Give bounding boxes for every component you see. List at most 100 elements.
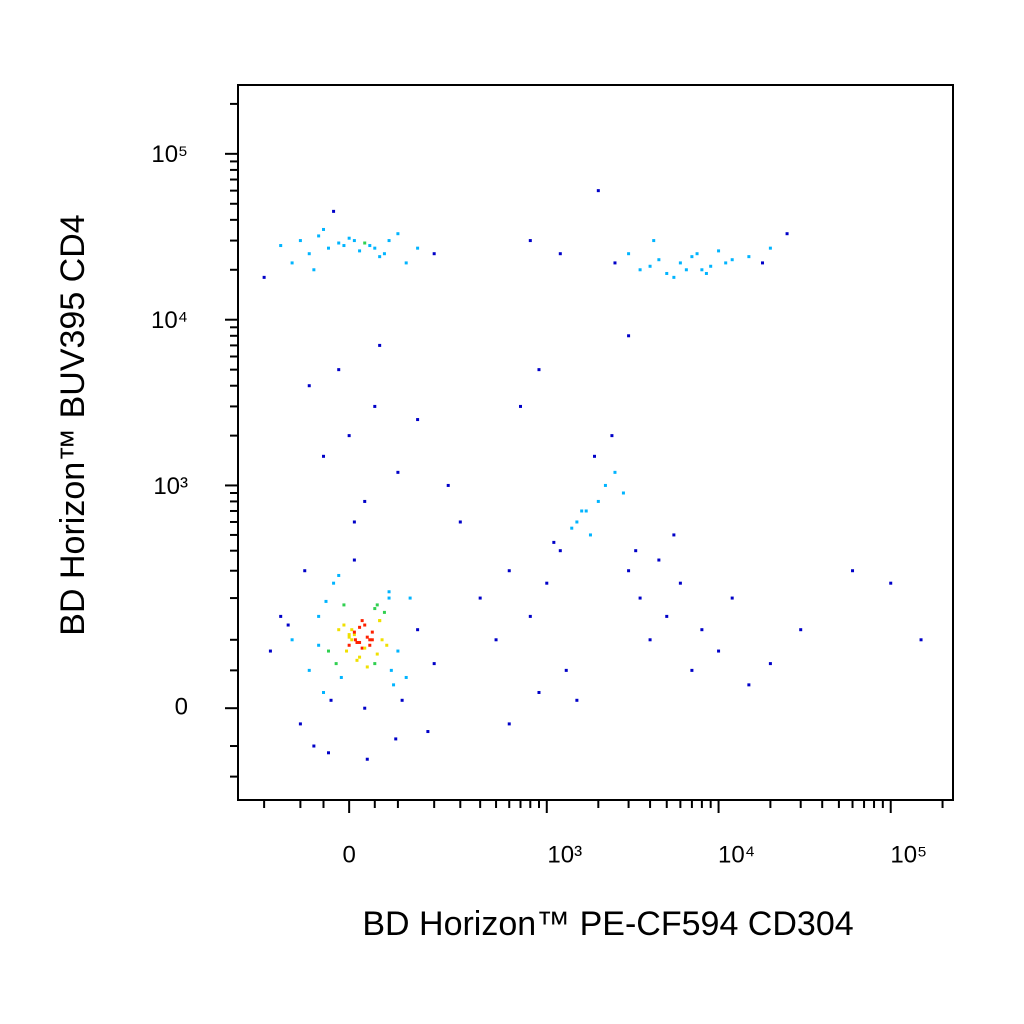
event-dot (717, 249, 721, 253)
event-dot (768, 662, 772, 666)
event-dot (580, 509, 584, 513)
event-dot (337, 241, 341, 245)
event-dot (382, 610, 386, 614)
event-dot (358, 655, 362, 659)
event-dot (342, 623, 346, 627)
event-dot (518, 404, 522, 408)
event-dot (345, 649, 349, 653)
event-dot (347, 635, 351, 639)
event-dot (404, 675, 408, 679)
event-dot (382, 252, 386, 256)
event-dot (416, 628, 420, 632)
event-dot (592, 454, 596, 458)
event-dot (347, 643, 351, 647)
event-dot (360, 619, 364, 623)
event-dot (494, 638, 498, 642)
event-dot (400, 698, 404, 702)
event-dot (389, 668, 393, 672)
event-dot (370, 630, 374, 634)
event-dot (416, 418, 420, 422)
event-dot (322, 690, 326, 694)
event-dot (570, 526, 574, 530)
event-dot (528, 614, 532, 618)
event-dot (317, 234, 321, 238)
event-dot (326, 751, 330, 755)
event-dot (317, 643, 321, 647)
event-dot (353, 638, 357, 642)
event-dot (575, 520, 579, 524)
event-dot (432, 662, 436, 666)
event-dot (889, 581, 893, 585)
y-tick-label: 10⁴ (151, 307, 188, 334)
event-dot (747, 255, 751, 259)
event-dot (537, 368, 541, 372)
event-dot (368, 244, 372, 248)
event-dot (363, 241, 367, 245)
event-dot (334, 662, 338, 666)
event-dot (396, 232, 400, 236)
y-tick-label: 10³ (153, 473, 188, 500)
event-dot (352, 239, 356, 243)
event-dot (552, 540, 556, 544)
event-dot (355, 640, 359, 644)
event-dot (337, 573, 341, 577)
event-dot (339, 675, 343, 679)
event-dot (337, 628, 341, 632)
event-dot (404, 261, 408, 265)
event-dot (588, 533, 592, 537)
event-dot (358, 640, 362, 644)
event-dot (613, 261, 617, 265)
event-dot (324, 599, 328, 603)
event-dot (558, 252, 562, 256)
event-dot (350, 638, 354, 642)
event-dot (638, 596, 642, 600)
event-dot (657, 558, 661, 562)
event-dot (678, 261, 682, 265)
event-dot (396, 470, 400, 474)
event-dot (785, 232, 789, 236)
event-dot (290, 261, 294, 265)
event-dot (360, 646, 364, 650)
event-dot (322, 227, 326, 231)
x-tick-label: 10⁴ (718, 841, 755, 868)
event-dot (373, 404, 377, 408)
y-tick-label: 0 (175, 694, 188, 721)
event-dot (317, 614, 321, 618)
event-dot (358, 625, 362, 629)
event-dot (322, 454, 326, 458)
event-dot (564, 668, 568, 672)
event-dot (761, 261, 765, 265)
event-dot (286, 623, 290, 627)
event-dot (665, 614, 669, 618)
event-dot (332, 581, 336, 585)
event-dot (363, 499, 367, 503)
event-dot (368, 643, 372, 647)
x-tick-label: 0 (342, 841, 355, 868)
event-dot (851, 569, 855, 573)
y-tick-label: 10⁵ (151, 141, 188, 168)
event-dot (392, 683, 396, 687)
event-dot (279, 244, 283, 248)
event-dot (537, 690, 541, 694)
event-dot (575, 698, 579, 702)
event-dot (665, 271, 669, 275)
event-dot (347, 434, 351, 438)
event-dot (627, 252, 631, 256)
event-dot (704, 271, 708, 275)
event-dot (342, 603, 346, 607)
event-dot (648, 638, 652, 642)
event-dot (337, 368, 341, 372)
event-dot (312, 268, 316, 272)
event-dot (307, 668, 311, 672)
event-dot (342, 244, 346, 248)
event-dot (378, 343, 382, 347)
event-dot (326, 246, 330, 250)
event-dot (387, 596, 391, 600)
event-dot (358, 249, 362, 253)
event-dot (290, 638, 294, 642)
event-dot (638, 268, 642, 272)
event-dot (627, 334, 631, 338)
event-dot (385, 643, 389, 647)
event-dot (352, 630, 356, 634)
event-dot (279, 614, 283, 618)
